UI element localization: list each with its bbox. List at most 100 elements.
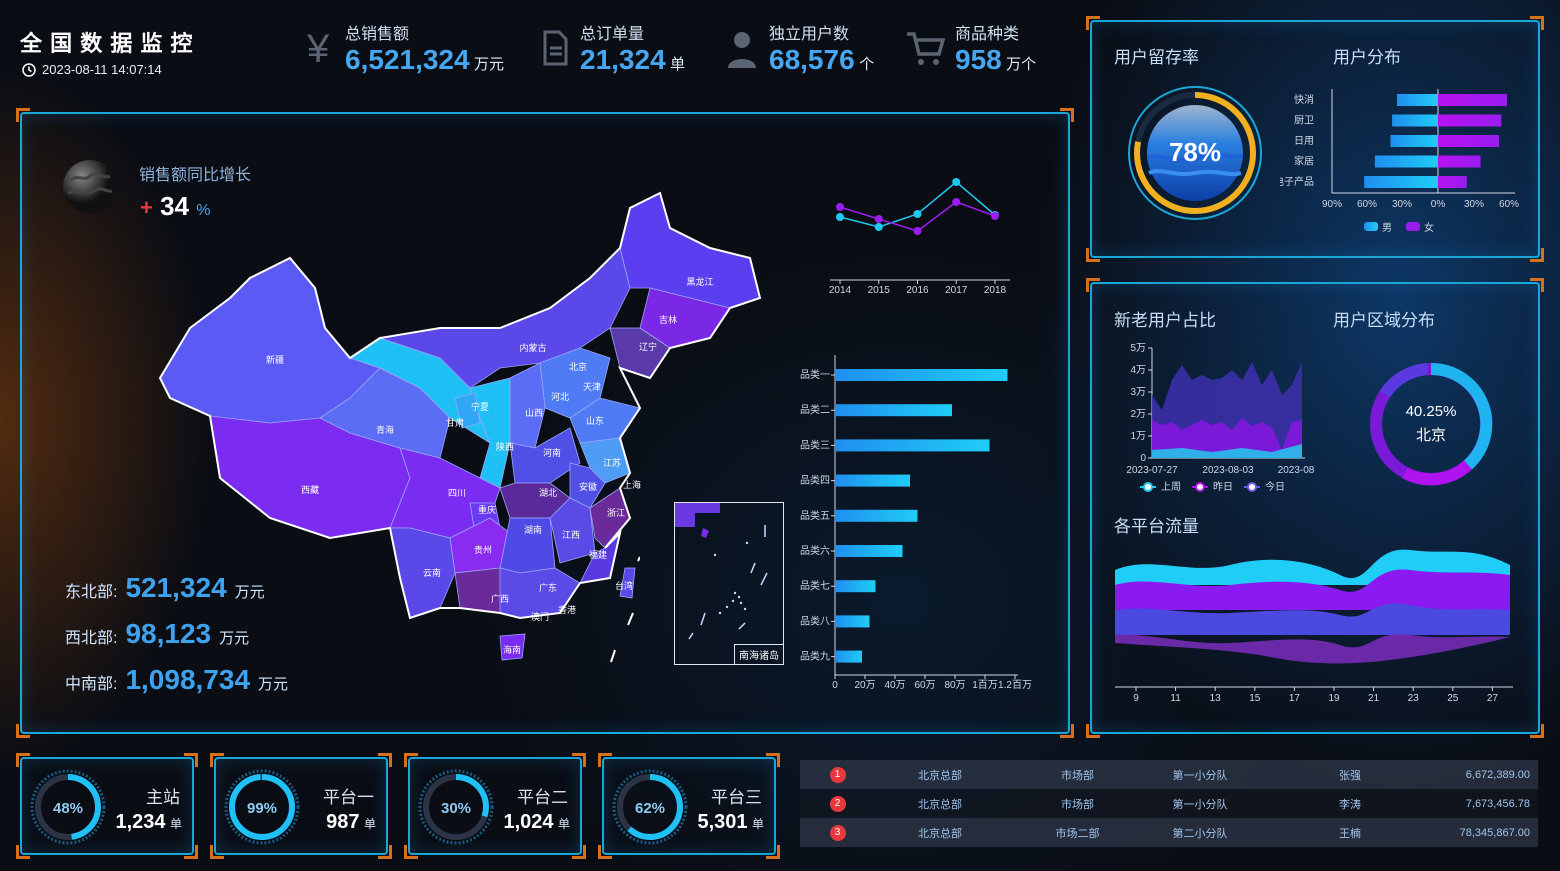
cell-team: 第二小分队 [1172, 827, 1228, 840]
gauge-fill [35, 774, 101, 840]
line-point [836, 213, 844, 221]
line-point [952, 178, 961, 186]
gauge-fill [617, 774, 683, 840]
pf-xtick: 23 [1408, 693, 1420, 704]
kpi-unique-users: 独立用户数 68,576 个 [725, 20, 905, 76]
ud-xtick: 30% [1464, 199, 1484, 210]
platform-flow-chart: 9 11 13 15 17 19 21 23 25 27 [1115, 549, 1513, 704]
kpi-unit: 个 [859, 56, 875, 73]
bar-xtick: 80万 [944, 680, 965, 691]
bar [835, 404, 952, 417]
no-ytick: 1万 [1130, 431, 1146, 442]
inset-label: 南海诸岛 [734, 644, 783, 664]
gauge-name: 主站 [146, 788, 180, 807]
province-label: 湖北 [539, 488, 557, 498]
cart-icon [907, 32, 945, 65]
user-retention-panel [1086, 16, 1544, 262]
gauge-value: 1,024 单 [503, 811, 570, 834]
province-label: 内蒙古 [519, 342, 546, 353]
bar-category-label: 品类七 [800, 579, 830, 592]
no-legend-item[interactable]: 昨日 [1213, 481, 1233, 493]
pf-xtick: 25 [1447, 693, 1459, 704]
legend-female: 女 [1424, 221, 1434, 234]
line-xtick: 2014 [829, 285, 852, 296]
kpi-value: 6,521,324 [345, 44, 470, 75]
no-legend-item[interactable]: 上周 [1161, 481, 1181, 493]
new-old-area-chart: 0 1万 2万 3万 4万 5万 2023-07-27 2023-08-03 2023-08 上… [1126, 343, 1315, 493]
province-label: 香港 [558, 604, 576, 615]
region-value: 1,098,734 [125, 664, 251, 695]
cell-dept: 市场二部 [1055, 827, 1100, 840]
gauge-name: 平台一 [323, 788, 374, 807]
map-panel [16, 108, 1074, 738]
platform-gauge-card: 48% 主站 1,234 单 [16, 753, 198, 859]
gauge-ring: 48% [30, 769, 106, 845]
bar [835, 369, 1008, 381]
province-shanxi [509, 362, 546, 449]
bar-xtick: 1.2百万 [998, 679, 1032, 691]
province-label: 天津 [583, 382, 601, 392]
yen-icon: ¥ [306, 27, 330, 70]
table-row[interactable]: 2 北京总部 市场部 第一小分队 李涛 7,673,456.78 [800, 789, 1538, 818]
province-jiangsu [579, 437, 631, 484]
retention-title: 用户留存率 [1114, 48, 1199, 67]
south-sea-islands [675, 503, 768, 640]
line-point [874, 215, 883, 223]
province-label: 西藏 [301, 484, 319, 495]
region-stat-northwest: 西北部: 98,123 万元 [65, 618, 288, 664]
province-label: 广西 [491, 593, 509, 604]
province-label: 上海 [623, 479, 641, 490]
rank-badge: 2 [829, 795, 846, 812]
no-ytick: 5万 [1130, 343, 1146, 354]
growth-sign: + [140, 195, 153, 220]
line-point [991, 212, 999, 220]
gauge-count: 1,024 [503, 811, 554, 833]
pf-xtick: 11 [1170, 693, 1181, 704]
gauge-count: 5,301 [697, 811, 748, 833]
bar-xtick: 40万 [884, 680, 905, 691]
province-hainan [499, 633, 526, 661]
kpi-label: 独立用户数 [769, 26, 850, 43]
province-label: 山东 [586, 415, 604, 426]
kpi-value: 21,324 [580, 44, 666, 75]
line-xtick: 2015 [868, 285, 891, 296]
rank-badge: 1 [829, 766, 846, 783]
line-point [952, 198, 961, 206]
ud-category-label: 电子产品 [1280, 175, 1314, 188]
gauge-ring: 30% [418, 769, 494, 845]
bar [835, 615, 870, 628]
cell-amount: 6,672,389.00 [1465, 768, 1530, 781]
ud-category-label: 快消 [1294, 93, 1314, 106]
cell-amount: 7,673,456.78 [1465, 797, 1530, 810]
cell-person: 李涛 [1339, 798, 1361, 811]
retention-ring: 78% [1128, 86, 1262, 220]
no-xtick: 2023-08 [1278, 465, 1315, 476]
region-percent: 40.25% [1406, 403, 1457, 420]
table-row[interactable]: 3 北京总部 市场二部 第二小分队 王楠 78,345,867.00 [800, 818, 1538, 847]
bar [835, 474, 910, 487]
bar-xtick: 20万 [854, 680, 875, 691]
gauge-unit: 单 [363, 817, 376, 831]
province-label: 宁夏 [471, 401, 489, 412]
province-ningxia [454, 392, 481, 429]
kpi-label: 商品种类 [955, 26, 1020, 43]
bar-category-label: 品类九 [800, 650, 830, 663]
gauge-ring: 62% [612, 769, 688, 845]
gauge-frame [210, 753, 392, 859]
gauge-frame [16, 753, 198, 859]
province-label: 云南 [423, 567, 441, 578]
province-label: 江西 [562, 530, 580, 540]
cell-person: 张强 [1339, 769, 1361, 782]
retention-value: 78% [1169, 137, 1221, 167]
region-donut: 40.25% 北京 [1370, 362, 1493, 486]
ud-male-bar [1364, 176, 1438, 188]
no-legend-item[interactable]: 今日 [1265, 480, 1285, 493]
kpi-unit: 万个 [1006, 56, 1037, 73]
table-row[interactable]: 1 北京总部 市场部 第一小分队 张强 6,672,389.00 [800, 760, 1538, 789]
no-ytick: 2万 [1130, 409, 1146, 420]
region-unit: 万元 [234, 584, 265, 601]
gauge-ring: 99% [224, 769, 300, 845]
cell-team: 第一小分队 [1172, 769, 1228, 782]
ud-xtick: 30% [1392, 199, 1412, 210]
